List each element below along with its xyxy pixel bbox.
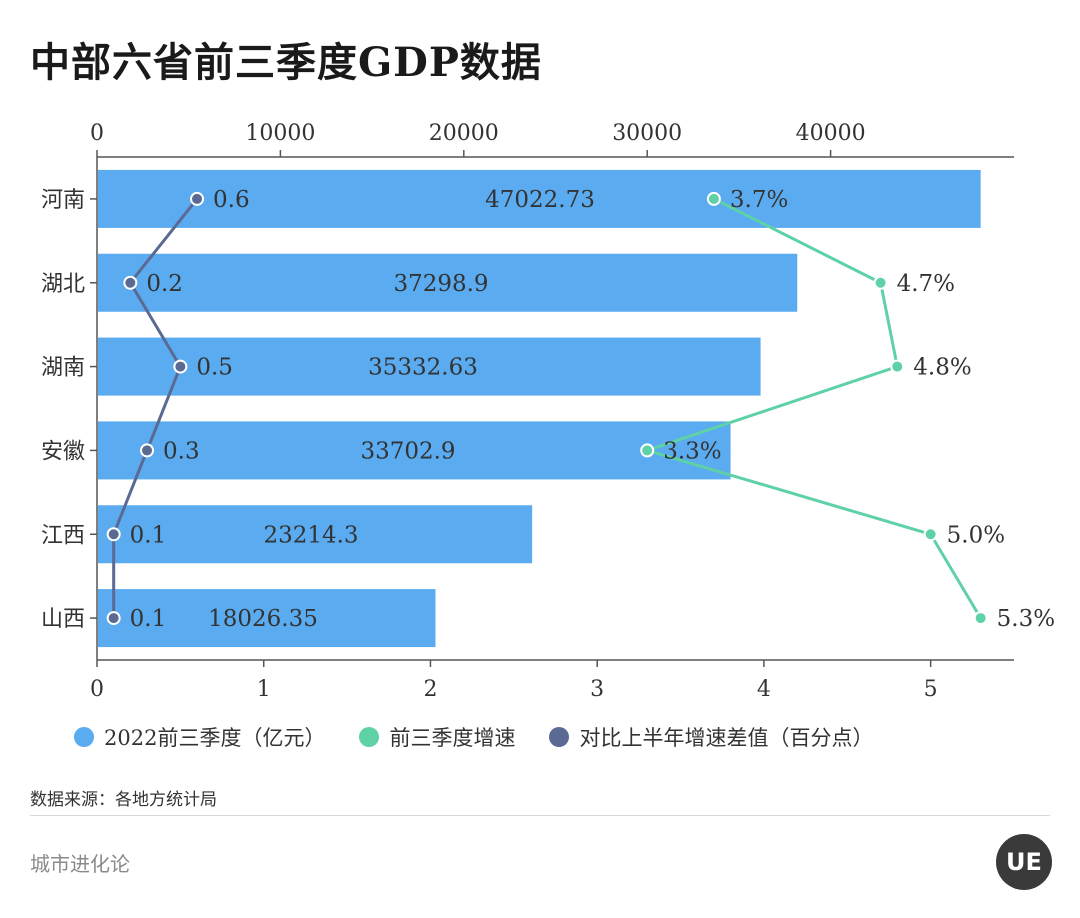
bottom-tick-label-4: 4 <box>757 677 771 702</box>
bar-5 <box>98 589 436 648</box>
bar-2 <box>98 337 761 396</box>
brand-logo: UE <box>996 834 1052 890</box>
bar-value-label-2: 35332.63 <box>368 355 478 381</box>
growth-point-1 <box>873 275 888 290</box>
bar-1 <box>98 253 798 312</box>
growth-point-5 <box>973 611 988 626</box>
diff-label-1: 0.2 <box>146 271 183 297</box>
bar-value-label-5: 18026.35 <box>208 606 318 632</box>
bar-3 <box>98 421 731 480</box>
growth-label-1: 4.7% <box>897 271 955 297</box>
diff-point-3 <box>140 443 155 458</box>
bottom-tick-label-0: 0 <box>90 677 104 702</box>
legend-label-gdp: 2022前三季度（亿元） <box>104 726 326 750</box>
growth-line <box>642 197 982 619</box>
growth-label-3: 3.3% <box>663 438 721 464</box>
category-label-5: 山西 <box>41 607 85 632</box>
legend: 2022前三季度（亿元） 前三季度增速 对比上半年增速差值（百分点） <box>74 722 873 752</box>
top-tick-label-4: 40000 <box>796 121 866 146</box>
bottom-tick-label-2: 2 <box>423 677 437 702</box>
diff-label-4: 0.1 <box>130 522 167 548</box>
legend-swatch-gdp <box>74 727 94 747</box>
category-label-2: 湖南 <box>41 356 85 381</box>
diff-point-4 <box>106 527 121 542</box>
growth-point-0 <box>706 191 721 206</box>
top-tick-label-2: 20000 <box>429 121 499 146</box>
top-tick-label-0: 0 <box>90 121 104 146</box>
diff-point-1 <box>123 275 138 290</box>
top-tick-label-3: 30000 <box>612 121 682 146</box>
diff-label-0: 0.6 <box>213 187 250 213</box>
chart-title: 中部六省前三季度GDP数据 <box>30 39 542 86</box>
diff-line <box>112 197 199 619</box>
legend-item-diff: 对比上半年增速差值（百分点） <box>549 722 873 752</box>
top-tick-label-1: 10000 <box>245 121 315 146</box>
diff-label-3: 0.3 <box>163 438 200 464</box>
brand-name: 城市进化论 <box>30 852 130 876</box>
legend-label-growth: 前三季度增速 <box>389 726 516 750</box>
bar-value-label-1: 37298.9 <box>393 271 488 297</box>
bottom-tick-label-1: 1 <box>257 677 271 702</box>
growth-point-3 <box>640 443 655 458</box>
legend-swatch-growth <box>359 727 380 747</box>
growth-label-4: 5.0% <box>947 522 1005 548</box>
growth-label-2: 4.8% <box>913 355 971 381</box>
bar-4 <box>98 505 533 564</box>
bottom-tick-label-3: 3 <box>590 677 604 702</box>
diff-label-2: 0.5 <box>196 355 233 381</box>
legend-item-growth: 前三季度增速 <box>359 722 515 752</box>
diff-point-0 <box>190 191 205 206</box>
category-label-4: 江西 <box>41 523 85 548</box>
growth-label-0: 3.7% <box>730 187 788 213</box>
growth-point-4 <box>923 527 938 542</box>
growth-point-2 <box>890 359 905 374</box>
bar-0 <box>98 169 981 228</box>
legend-swatch-diff <box>549 727 570 747</box>
bar-value-label-3: 33702.9 <box>360 438 455 464</box>
category-label-0: 河南 <box>41 188 85 213</box>
bottom-tick-label-5: 5 <box>924 677 938 702</box>
legend-item-gdp: 2022前三季度（亿元） <box>74 722 325 752</box>
category-label-1: 湖北 <box>41 272 85 297</box>
bar-value-label-0: 47022.73 <box>485 187 595 213</box>
diff-point-2 <box>173 359 188 374</box>
diff-label-5: 0.1 <box>130 606 167 632</box>
growth-label-5: 5.3% <box>997 606 1055 632</box>
category-label-3: 安徽 <box>41 439 85 464</box>
data-source: 数据来源：各地方统计局 <box>30 790 217 810</box>
footer-divider <box>30 815 1050 816</box>
bar-value-label-4: 23214.3 <box>263 522 358 548</box>
legend-label-diff: 对比上半年增速差值（百分点） <box>579 726 874 750</box>
diff-point-5 <box>106 611 121 626</box>
